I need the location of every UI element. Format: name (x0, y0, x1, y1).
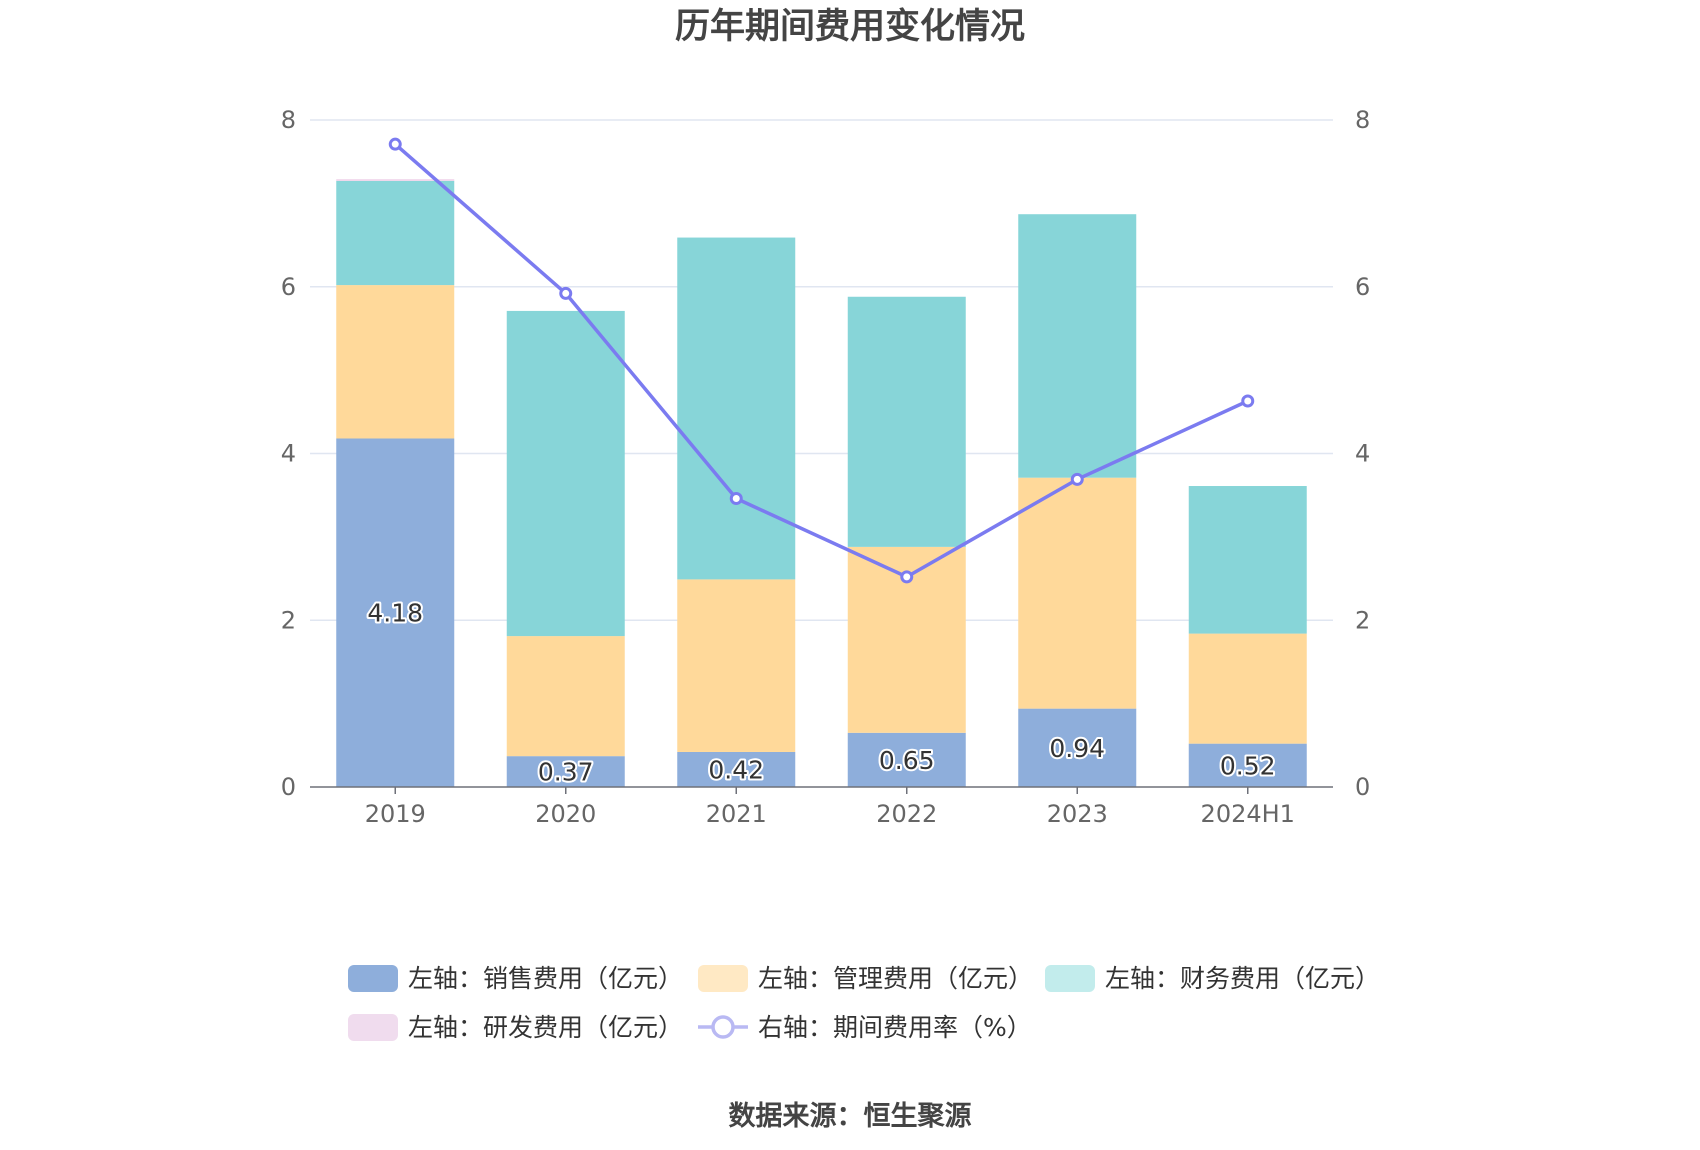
bar-segment-0-4 (1018, 708, 1137, 787)
legend-item-2[interactable]: 左轴：财务费用（亿元） (1045, 964, 1380, 993)
bar-segment-0-3 (847, 732, 966, 787)
legend-item-3[interactable]: 左轴：研发费用（亿元） (348, 1013, 683, 1042)
bar-segment-1-4 (1018, 477, 1137, 709)
bar-segment-1-1 (506, 636, 625, 757)
line-point-0 (388, 137, 402, 151)
data-label: 0.52 (1220, 751, 1276, 780)
y-left-tick-label: 4 (281, 440, 296, 468)
legend-label: 左轴：研发费用（亿元） (408, 1013, 683, 1042)
x-category-label: 2019 (365, 800, 426, 828)
data-label: 0.37 (538, 758, 594, 787)
gridlines (310, 119, 1333, 621)
bar-segment-2-4 (1018, 214, 1137, 478)
legend-item-1[interactable]: 左轴：管理费用（亿元） (698, 964, 1033, 993)
bar-segment-2-0 (336, 180, 455, 286)
y-left-tick-label: 6 (281, 273, 296, 301)
bar-segment-0-1 (506, 756, 625, 787)
line-point-3 (900, 570, 914, 584)
legend-label: 左轴：管理费用（亿元） (758, 964, 1033, 993)
data-label: 0.94 (1049, 734, 1105, 763)
legend-swatch (698, 965, 748, 992)
legend-label: 左轴：销售费用（亿元） (408, 964, 683, 993)
line-point-4 (1070, 472, 1084, 486)
legend-item-0[interactable]: 左轴：销售费用（亿元） (348, 964, 683, 993)
line-point-2 (729, 492, 743, 506)
bar-segment-1-0 (336, 285, 455, 439)
y-right-tick-label: 2 (1355, 606, 1370, 634)
legend-swatch (348, 965, 398, 992)
bar-segment-1-5 (1188, 633, 1307, 744)
bar-segment-0-5 (1188, 743, 1307, 787)
bar-segment-3-0 (336, 179, 455, 181)
bar-segment-2-3 (847, 296, 966, 547)
bar-segment-0-2 (677, 751, 796, 787)
y-axis-left: 0 2 4 6 8 (281, 106, 296, 801)
line-point-1 (559, 286, 573, 300)
data-label: 0.42 (708, 755, 764, 784)
x-category-label: 2022 (876, 800, 937, 828)
line-series (388, 137, 1255, 584)
y-left-tick-label: 0 (281, 773, 296, 801)
bar-segment-0-0 (336, 438, 455, 787)
y-right-tick-label: 4 (1355, 440, 1370, 468)
data-labels: 4.18 0.37 0.42 0.65 0.94 0.52 (365, 597, 1277, 789)
x-category-label: 2023 (1047, 800, 1108, 828)
x-axis-categories: 2019 2020 2021 2022 2023 2024H1 (365, 787, 1295, 828)
x-category-label: 2021 (706, 800, 767, 828)
y-right-tick-label: 8 (1355, 106, 1370, 134)
chart-title: 历年期间费用变化情况 (675, 7, 1025, 47)
data-label: 4.18 (367, 599, 423, 628)
bar-segment-2-5 (1188, 486, 1307, 634)
legend-label: 左轴：财务费用（亿元） (1105, 964, 1380, 993)
bar-segment-2-2 (677, 237, 796, 580)
legend-circle-swatch (711, 1015, 735, 1039)
legend-label: 右轴：期间费用率（%） (758, 1013, 1032, 1042)
legend-item-4[interactable]: 右轴：期间费用率（%） (698, 1013, 1032, 1042)
y-right-tick-label: 0 (1355, 773, 1370, 801)
line-point-5 (1241, 394, 1255, 408)
line-path (394, 142, 1249, 579)
y-left-tick-label: 2 (281, 606, 296, 634)
legend: 左轴：销售费用（亿元） 左轴：管理费用（亿元） 左轴：财务费用（亿元） 左轴：研发费用… (348, 964, 1380, 1042)
x-category-label: 2024H1 (1201, 800, 1295, 828)
bar-series (336, 179, 1307, 787)
y-right-tick-label: 6 (1355, 273, 1370, 301)
y-left-tick-label: 8 (281, 106, 296, 134)
source-note: 数据来源：恒生聚源 (729, 1101, 972, 1132)
legend-swatch (348, 1014, 398, 1041)
bar-segment-1-2 (677, 579, 796, 752)
x-category-label: 2020 (535, 800, 596, 828)
data-label: 0.65 (879, 746, 935, 775)
y-axis-right: 0 2 4 6 8 (1355, 106, 1370, 801)
legend-swatch (1045, 965, 1095, 992)
bar-segment-2-1 (506, 310, 625, 637)
